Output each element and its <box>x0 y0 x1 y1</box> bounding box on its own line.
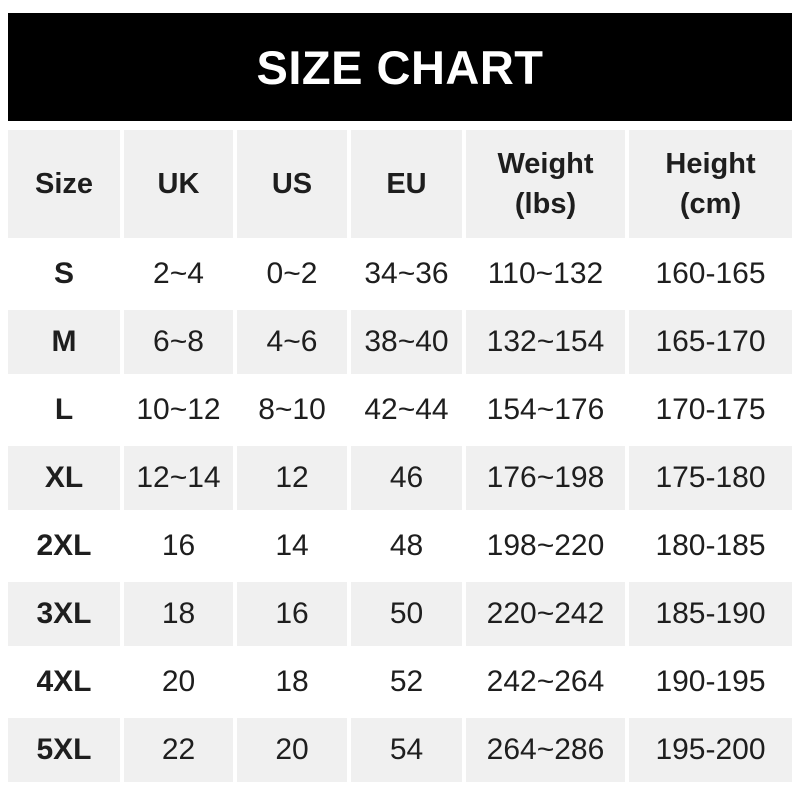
cell-uk: 16 <box>124 514 233 578</box>
cell-uk: 6~8 <box>124 310 233 374</box>
cell-eu: 54 <box>351 718 462 782</box>
table-row-3xl: 3XL 18 16 50 220~242 185-190 <box>8 582 792 646</box>
cell-eu: 50 <box>351 582 462 646</box>
table-row-xl: XL 12~14 12 46 176~198 175-180 <box>8 446 792 510</box>
cell-size: 3XL <box>8 582 120 646</box>
size-chart-banner: SIZE CHART <box>8 13 792 121</box>
cell-uk: 12~14 <box>124 446 233 510</box>
cell-height: 190-195 <box>629 650 792 714</box>
header-label: Weight <box>497 147 594 180</box>
page-title: SIZE CHART <box>256 40 544 94</box>
cell-weight: 154~176 <box>466 378 625 442</box>
cell-eu: 42~44 <box>351 378 462 442</box>
cell-eu: 34~36 <box>351 242 462 306</box>
cell-weight: 176~198 <box>466 446 625 510</box>
cell-uk: 10~12 <box>124 378 233 442</box>
cell-us: 18 <box>237 650 347 714</box>
size-chart-page: SIZE CHART Size UK US EU Weight (lbs) <box>8 13 792 782</box>
header-cell-us: US <box>237 130 347 238</box>
cell-eu: 52 <box>351 650 462 714</box>
cell-uk: 2~4 <box>124 242 233 306</box>
cell-size: XL <box>8 446 120 510</box>
cell-uk: 22 <box>124 718 233 782</box>
cell-us: 14 <box>237 514 347 578</box>
cell-size: S <box>8 242 120 306</box>
cell-eu: 46 <box>351 446 462 510</box>
header-cell-size: Size <box>8 130 120 238</box>
header-label: US <box>271 167 313 200</box>
cell-height: 165-170 <box>629 310 792 374</box>
header-label: EU <box>386 167 427 200</box>
cell-weight: 110~132 <box>466 242 625 306</box>
cell-size: L <box>8 378 120 442</box>
header-cell-eu: EU <box>351 130 462 238</box>
cell-weight: 220~242 <box>466 582 625 646</box>
cell-uk: 18 <box>124 582 233 646</box>
cell-height: 180-185 <box>629 514 792 578</box>
header-cell-weight: Weight (lbs) <box>466 130 625 238</box>
header-cell-uk: UK <box>124 130 233 238</box>
cell-height: 195-200 <box>629 718 792 782</box>
table-row-4xl: 4XL 20 18 52 242~264 190-195 <box>8 650 792 714</box>
table-row-2xl: 2XL 16 14 48 198~220 180-185 <box>8 514 792 578</box>
cell-size: 4XL <box>8 650 120 714</box>
cell-uk: 20 <box>124 650 233 714</box>
cell-height: 170-175 <box>629 378 792 442</box>
table-header-row: Size UK US EU Weight (lbs) Height (cm) <box>8 130 792 238</box>
cell-us: 20 <box>237 718 347 782</box>
header-sublabel: (lbs) <box>514 188 577 220</box>
cell-height: 175-180 <box>629 446 792 510</box>
header-cell-height: Height (cm) <box>629 130 792 238</box>
table-row-l: L 10~12 8~10 42~44 154~176 170-175 <box>8 378 792 442</box>
header-sublabel: (cm) <box>679 188 742 220</box>
cell-us: 4~6 <box>237 310 347 374</box>
cell-height: 185-190 <box>629 582 792 646</box>
cell-weight: 264~286 <box>466 718 625 782</box>
cell-eu: 38~40 <box>351 310 462 374</box>
cell-weight: 132~154 <box>466 310 625 374</box>
table-row-m: M 6~8 4~6 38~40 132~154 165-170 <box>8 310 792 374</box>
header-label: Height <box>665 147 756 180</box>
size-chart-table: Size UK US EU Weight (lbs) Height (cm) <box>8 130 792 782</box>
cell-height: 160-165 <box>629 242 792 306</box>
cell-size: 2XL <box>8 514 120 578</box>
header-label: Size <box>34 167 94 200</box>
cell-us: 16 <box>237 582 347 646</box>
cell-eu: 48 <box>351 514 462 578</box>
cell-size: M <box>8 310 120 374</box>
cell-size: 5XL <box>8 718 120 782</box>
cell-weight: 242~264 <box>466 650 625 714</box>
cell-us: 0~2 <box>237 242 347 306</box>
cell-us: 8~10 <box>237 378 347 442</box>
cell-us: 12 <box>237 446 347 510</box>
table-row-5xl: 5XL 22 20 54 264~286 195-200 <box>8 718 792 782</box>
cell-weight: 198~220 <box>466 514 625 578</box>
header-label: UK <box>157 167 200 200</box>
table-row-s: S 2~4 0~2 34~36 110~132 160-165 <box>8 242 792 306</box>
